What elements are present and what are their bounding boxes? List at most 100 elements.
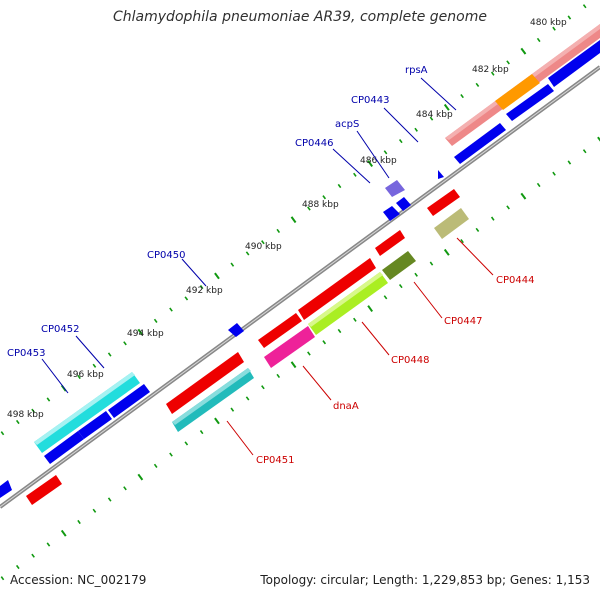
gene-block-cp0453a[interactable] — [44, 431, 84, 464]
gene-label-acpS[interactable]: acpS — [335, 119, 359, 130]
gene-block-cp0447[interactable] — [382, 251, 416, 280]
gene-block-cp0450[interactable] — [228, 323, 244, 337]
tick-dot — [307, 351, 311, 356]
gene-block-cp0448[interactable] — [308, 272, 388, 335]
gene-block-orange[interactable] — [495, 74, 540, 110]
tick-dot — [367, 305, 374, 312]
gene-block-rpsA[interactable] — [506, 84, 554, 121]
tick-dot — [15, 419, 20, 425]
tick-dot — [443, 248, 450, 256]
tick-dot — [169, 452, 173, 457]
tick-label: 494 kbp — [127, 329, 164, 339]
tick-dot — [337, 328, 342, 334]
gene-label-dnaA[interactable]: dnaA — [333, 401, 359, 412]
tick-dot — [214, 272, 220, 280]
tick-label: 484 kbp — [416, 110, 453, 120]
tick-dot — [460, 94, 464, 99]
tick-dot — [290, 216, 297, 224]
gene-block-red-c[interactable] — [258, 313, 302, 348]
tick-dot — [107, 497, 112, 502]
tick-label: 490 kbp — [245, 242, 282, 252]
tick-dot — [337, 183, 342, 189]
gene-label-cp0443[interactable]: CP0443 — [351, 95, 389, 106]
gene-label-cp0453[interactable]: CP0453 — [7, 348, 45, 359]
tick-dot — [398, 284, 403, 289]
tick-dot — [276, 228, 281, 234]
gene-block-red-e[interactable] — [427, 189, 460, 216]
backbone — [0, 65, 600, 509]
tick-dot — [169, 307, 173, 312]
gene-block-cp0451[interactable] — [172, 368, 254, 432]
tick-dot — [398, 139, 403, 144]
tick-dot — [490, 71, 495, 76]
tick-dot — [261, 385, 265, 390]
tick-dot — [429, 261, 434, 266]
tick-dot — [475, 82, 480, 87]
gene-block-cp0444[interactable] — [434, 208, 469, 239]
tick-dot — [77, 374, 81, 380]
gene-label-cp0452[interactable]: CP0452 — [41, 324, 79, 335]
tick-dot — [60, 529, 67, 537]
tick-dot — [15, 564, 20, 570]
gene-block-red-d[interactable] — [166, 352, 244, 414]
tick-dot — [307, 206, 311, 211]
tick-dot — [429, 116, 434, 121]
tick-dot — [153, 318, 158, 323]
gene-block-cp0452[interactable] — [34, 372, 140, 453]
gene-label-cp0451[interactable]: CP0451 — [256, 455, 294, 466]
tick-dot — [353, 172, 357, 177]
tick-dot — [184, 296, 189, 301]
tick-dot — [123, 486, 127, 491]
gene-label-rpsA[interactable]: rpsA — [405, 65, 428, 76]
gene-block-cp0446b[interactable] — [396, 197, 411, 211]
gene-block-blue-top[interactable] — [548, 40, 600, 87]
tick-dot — [77, 519, 81, 525]
tick-dot — [92, 363, 97, 368]
tick-label: 492 kbp — [186, 286, 223, 296]
gene-label-cp0446[interactable]: CP0446 — [295, 138, 333, 149]
gene-block-acpS[interactable] — [385, 180, 405, 197]
gene-label-cp0447[interactable]: CP0447 — [444, 316, 482, 327]
tick-dot — [567, 15, 572, 20]
tick-dot — [552, 26, 556, 31]
gene-label-cp0450[interactable]: CP0450 — [147, 250, 185, 261]
reverse-strand-track — [26, 189, 469, 505]
gene-block-cp0443[interactable] — [454, 123, 506, 164]
accession-text: Accession: NC_002179 — [10, 573, 147, 587]
tick-dot — [214, 417, 220, 425]
gene-label-cp0444[interactable]: CP0444 — [496, 275, 534, 286]
tick-dot — [506, 205, 510, 210]
tick-dot — [322, 195, 327, 200]
tick-labels: 480 kbp 482 kbp 484 kbp 486 kbp 488 kbp … — [7, 18, 567, 420]
tick-dot — [92, 508, 97, 513]
forward-strand-track — [0, 24, 600, 498]
forward-gene-labels: rpsA CP0443 acpS CP0446 CP0450 CP0452 CP… — [7, 65, 457, 394]
tick-dot — [414, 272, 418, 277]
tick-dot — [475, 227, 480, 232]
tick-dot — [230, 262, 235, 267]
gene-label-cp0448[interactable]: CP0448 — [391, 355, 429, 366]
gene-block-cp0453b[interactable] — [78, 411, 112, 439]
tick-dot — [383, 150, 388, 155]
gene-block-small-arrow[interactable] — [438, 170, 444, 179]
tick-dot — [414, 127, 418, 132]
map-title: Chlamydophila pneumoniae AR39, complete … — [113, 9, 487, 25]
tick-dot — [46, 542, 51, 547]
tick-dot — [199, 285, 204, 290]
tick-dot — [567, 160, 572, 165]
tick-dot — [552, 171, 556, 176]
tick-dot — [443, 103, 450, 111]
gene-block-dnaA[interactable] — [264, 326, 315, 368]
gene-block-red-a[interactable] — [375, 230, 405, 256]
tick-dot — [276, 373, 281, 379]
gene-block-red-b[interactable] — [298, 258, 376, 320]
gene-block-cp0453c[interactable] — [108, 384, 150, 418]
tick-dot — [137, 328, 144, 336]
gene-block-red-f[interactable] — [26, 475, 62, 505]
gene-block-left-edge[interactable] — [0, 480, 12, 498]
tick-dot — [597, 136, 600, 142]
gene-block-cp0446a[interactable] — [383, 206, 400, 221]
tick-label: 482 kbp — [472, 65, 509, 75]
tick-label: 488 kbp — [302, 200, 339, 210]
